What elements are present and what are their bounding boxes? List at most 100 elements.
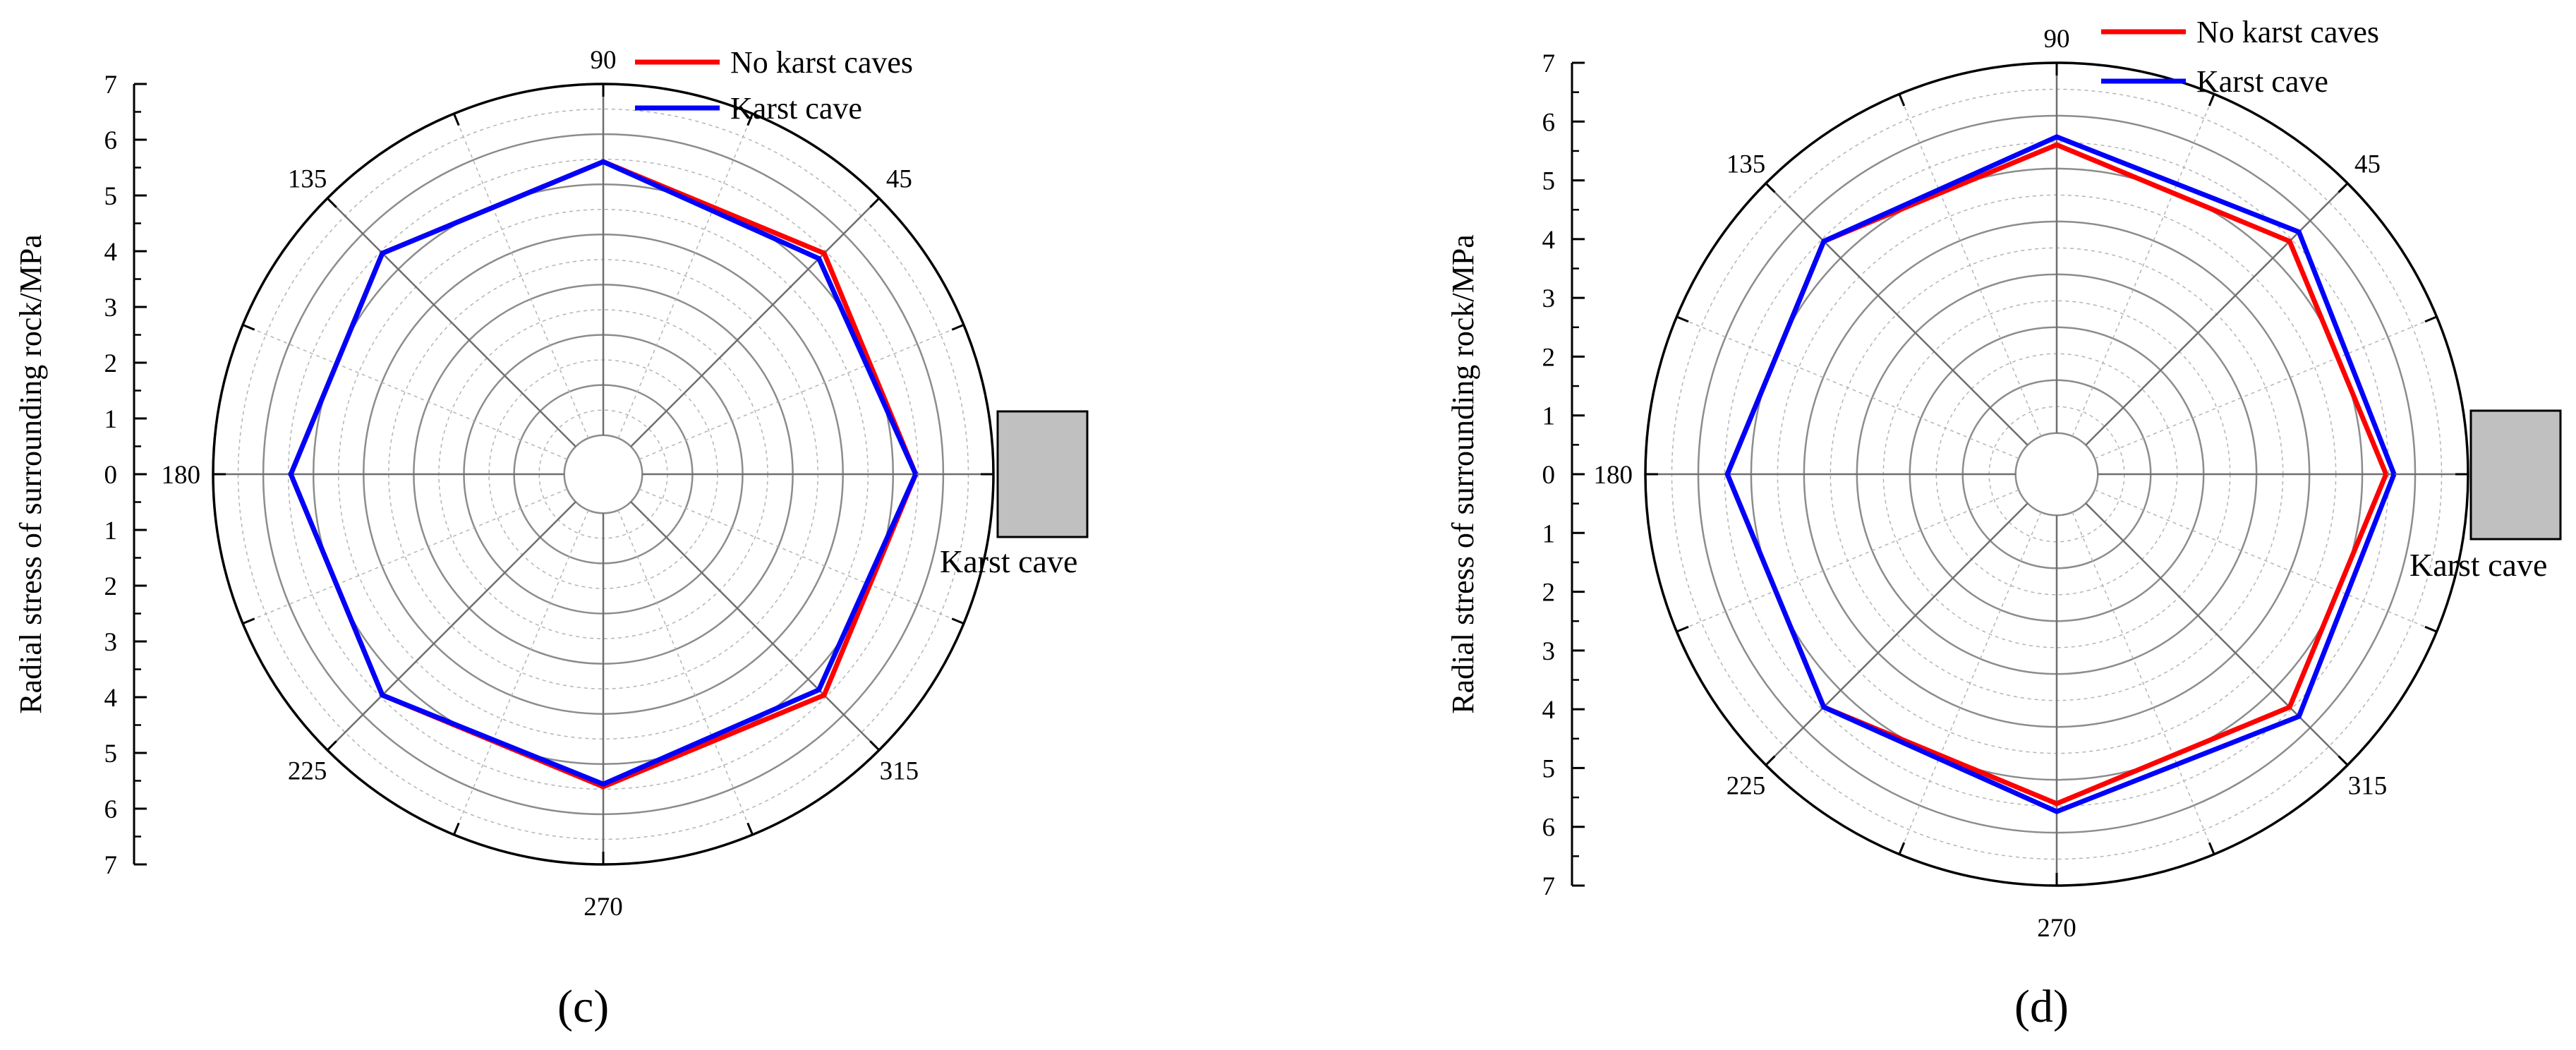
value-axis-tick-label: 1 <box>1542 402 1556 431</box>
radar-chart-c: 04590135180225270315765432101234567Radia… <box>13 45 1089 1032</box>
karst-cave-box <box>996 410 1089 538</box>
value-axis-tick-label: 5 <box>1542 754 1556 783</box>
value-axis-tick-label: 1 <box>104 517 118 545</box>
value-axis-tick-label: 3 <box>1542 284 1556 313</box>
legend-label-no-karst-caves: No karst caves <box>2196 15 2379 49</box>
major-spoke <box>1765 182 2028 446</box>
value-axis-tick-label: 1 <box>1542 519 1556 548</box>
outer-tick <box>2208 842 2215 855</box>
outer-tick <box>951 617 965 625</box>
outer-tick <box>2424 625 2438 633</box>
outer-tick <box>746 113 754 126</box>
minor-spoke <box>242 488 568 624</box>
angle-label-180: 180 <box>1594 461 1633 490</box>
major-spoke <box>1765 502 2028 766</box>
value-axis-tick-label: 4 <box>1542 226 1556 255</box>
minor-spoke <box>617 509 754 835</box>
legend-label-no-karst-caves: No karst caves <box>730 45 913 80</box>
outer-tick <box>2424 315 2438 323</box>
angle-label-135: 135 <box>1727 150 1766 179</box>
outer-tick <box>2338 182 2349 193</box>
major-grid-circle <box>2014 432 2099 517</box>
outer-tick <box>1898 93 1906 107</box>
value-axis-tick-label: 5 <box>104 740 118 768</box>
minor-spoke <box>2072 512 2215 855</box>
minor-spoke <box>1899 512 2042 855</box>
value-axis-tick-label: 3 <box>104 294 118 322</box>
value-axis-tick-label: 0 <box>1542 461 1556 490</box>
minor-spoke <box>242 324 568 460</box>
value-axis-tick-label: 3 <box>104 628 118 657</box>
angle-label-225: 225 <box>288 756 327 785</box>
y-axis-title: Radial stress of surrounding rock/MPa <box>1446 234 1480 713</box>
angle-label-45: 45 <box>886 165 912 194</box>
major-spoke <box>2085 502 2349 766</box>
value-axis-tick-label: 2 <box>104 572 118 601</box>
value-axis-tick-label: 5 <box>104 182 118 211</box>
outer-tick <box>2208 93 2215 107</box>
minor-spoke <box>617 113 754 439</box>
value-axis-tick-label: 6 <box>1542 814 1556 843</box>
value-axis-tick-label: 6 <box>1542 108 1556 137</box>
radar-chart-d: 04590135180225270315765432101234567Radia… <box>1446 15 2562 1032</box>
major-spoke <box>2085 182 2349 446</box>
outer-tick <box>242 323 255 331</box>
outer-tick <box>326 197 337 208</box>
angle-label-90: 90 <box>2044 25 2070 54</box>
minor-spoke <box>1676 489 2019 632</box>
outer-tick <box>1676 625 1689 633</box>
value-axis-tick-label: 0 <box>104 461 118 490</box>
outer-tick <box>869 740 881 752</box>
legend-label-karst-cave: Karst cave <box>730 91 862 126</box>
outer-tick <box>951 323 965 331</box>
panel-label: (d) <box>2014 981 2069 1032</box>
value-axis-tick-label: 4 <box>104 238 118 267</box>
value-axis-tick-label: 6 <box>104 126 118 155</box>
minor-spoke <box>1676 316 2019 459</box>
outer-tick <box>452 822 460 835</box>
outer-tick <box>1676 315 1689 323</box>
karst-cave-label: Karst cave <box>2409 547 2547 583</box>
value-axis-tick-label: 4 <box>1542 696 1556 725</box>
angle-label-225: 225 <box>1727 772 1766 801</box>
outer-tick <box>1765 755 1776 766</box>
angle-label-90: 90 <box>591 46 617 75</box>
outer-tick <box>746 822 754 835</box>
value-axis-tick-label: 7 <box>104 71 118 99</box>
angle-label-315: 315 <box>2348 772 2388 801</box>
minor-spoke <box>1899 94 2042 437</box>
karst-cave-box <box>2469 409 2562 541</box>
value-axis-tick-label: 6 <box>104 795 118 824</box>
minor-spoke <box>453 509 589 835</box>
panel-label: (c) <box>557 981 609 1032</box>
legend-label-karst-cave: Karst cave <box>2196 64 2328 99</box>
outer-tick <box>326 740 337 752</box>
minor-spoke <box>2094 316 2437 459</box>
series-line-karst-cave <box>288 159 918 787</box>
major-spoke <box>327 501 576 751</box>
outer-tick <box>869 197 881 208</box>
value-axis-tick-label: 2 <box>1542 579 1556 608</box>
minor-spoke <box>453 113 589 439</box>
outer-tick <box>452 113 460 126</box>
outer-tick <box>2338 755 2349 766</box>
angle-label-45: 45 <box>2354 150 2381 179</box>
outer-tick <box>1765 182 1776 193</box>
angle-label-315: 315 <box>880 756 919 785</box>
minor-spoke <box>2094 489 2437 632</box>
value-axis-tick-label: 7 <box>1542 872 1556 901</box>
value-axis-tick-label: 5 <box>1542 167 1556 196</box>
major-grid-circle <box>563 434 643 514</box>
value-axis-tick-label: 7 <box>104 851 118 880</box>
y-axis-title: Radial stress of surrounding rock/MPa <box>13 234 48 713</box>
angle-label-270: 270 <box>2037 914 2076 943</box>
value-axis-tick-label: 4 <box>104 684 118 713</box>
series-line-karst-cave <box>1724 134 2397 814</box>
value-axis-tick-label: 1 <box>104 405 118 434</box>
minor-spoke <box>2072 94 2215 437</box>
major-spoke <box>630 198 880 447</box>
major-spoke <box>327 198 576 447</box>
value-axis-tick-label: 7 <box>1542 49 1556 78</box>
value-axis-tick-label: 3 <box>1542 637 1556 666</box>
